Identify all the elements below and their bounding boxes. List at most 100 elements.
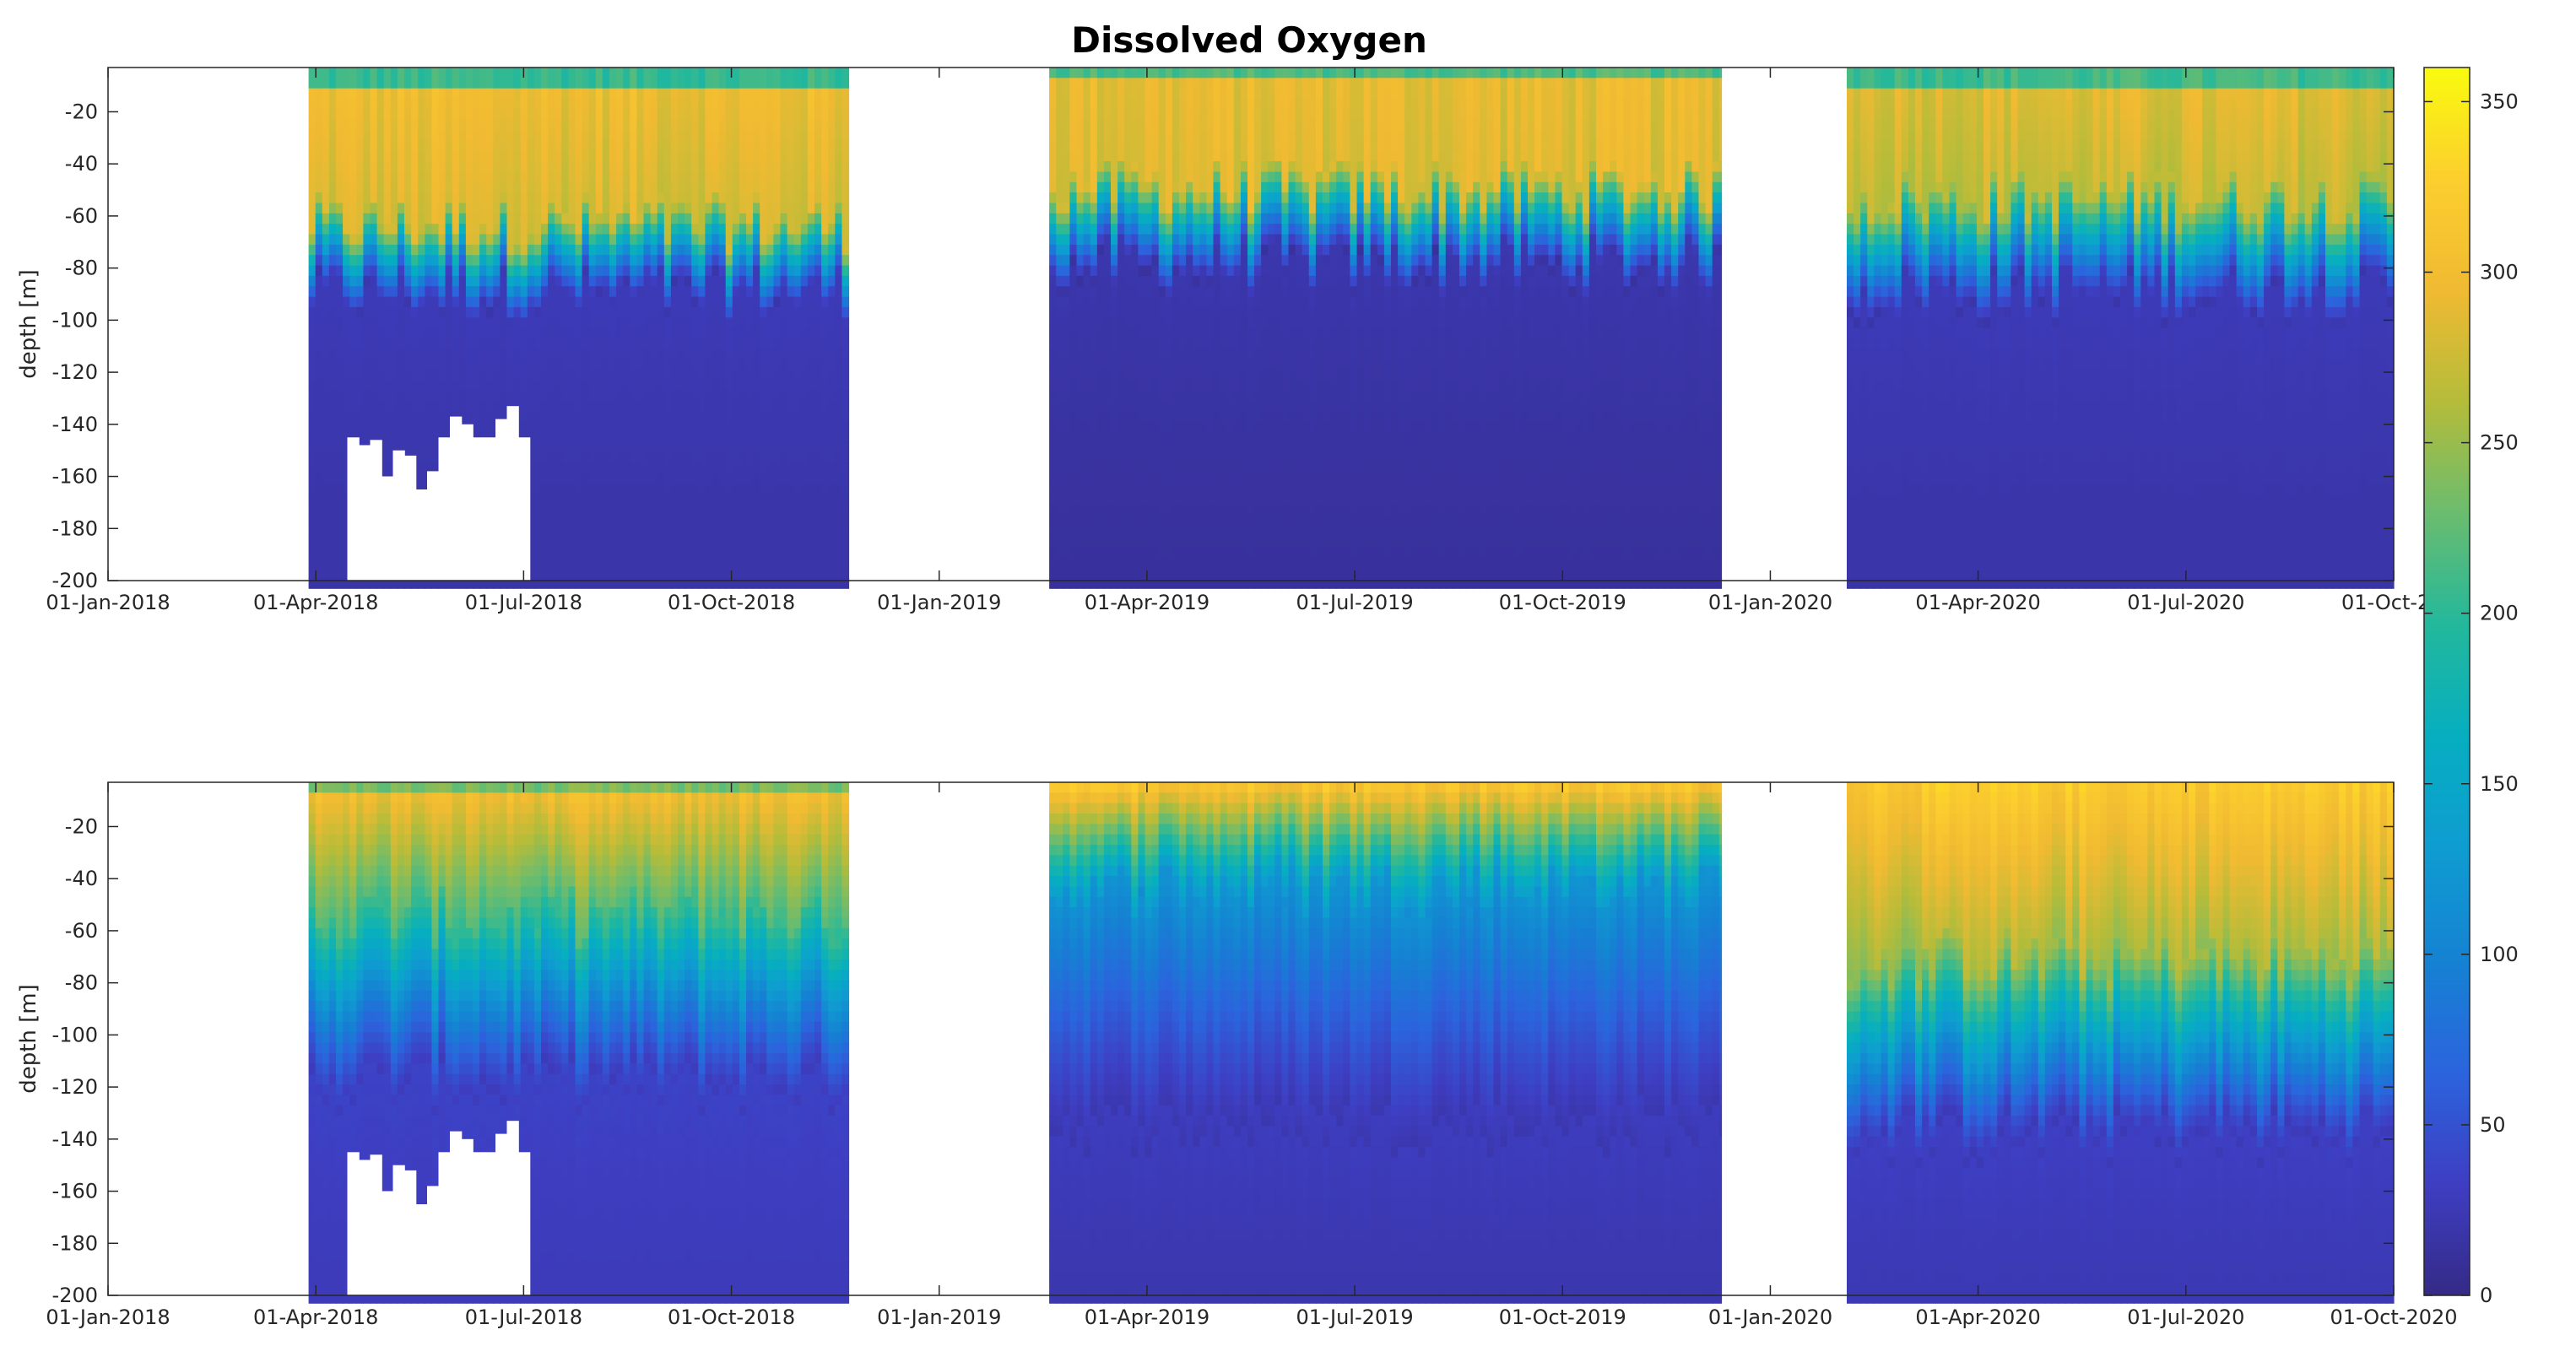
heatmap-cell [500,192,507,203]
heatmap-cell [363,89,371,100]
heatmap-cell [384,109,392,120]
heatmap-cell [322,214,330,224]
heatmap-cell [534,338,542,349]
heatmap-cell [507,140,515,151]
heatmap-cell [316,68,323,78]
heatmap-cell [329,349,337,359]
heatmap-cell [500,89,507,100]
heatmap-cell [404,317,412,328]
heatmap-cell [398,370,405,381]
heatmap-cell [377,266,385,277]
heatmap-cell [466,89,474,100]
heatmap-cell [404,130,412,141]
heatmap-cell [439,109,446,120]
heatmap-cell [336,140,344,151]
heatmap-cell [398,182,405,193]
heatmap-cell [459,276,467,287]
heatmap-cell [425,411,432,422]
heatmap-cell [343,359,350,370]
heatmap-cell [411,235,419,246]
heatmap-cell [446,297,453,308]
heatmap-cell [322,411,330,422]
heatmap-cell [377,151,385,162]
heatmap-cell [349,120,357,131]
heatmap-cell [404,266,412,277]
heatmap-cell [439,203,446,214]
heatmap-cell [363,349,371,359]
heatmap-cell [452,317,460,328]
heatmap-cell [309,557,317,568]
heatmap-cell [404,276,412,287]
heatmap-cell [486,203,494,214]
heatmap-cell [356,140,364,151]
heatmap-cell [329,391,337,402]
heatmap-cell [322,516,330,527]
heatmap-cell [329,297,337,308]
heatmap-cell [404,349,412,359]
heatmap-cell [309,307,317,318]
heatmap-cell [452,380,460,391]
heatmap-cell [377,172,385,183]
heatmap-cell [363,411,371,422]
heatmap-cell [431,297,439,308]
heatmap-cell [486,370,494,381]
heatmap-cell [336,151,344,162]
heatmap-cell [425,78,432,89]
heatmap-cell [459,130,467,141]
heatmap-cell [336,380,344,391]
heatmap-cell [384,182,392,193]
heatmap-cell [507,359,515,370]
heatmap-cell [486,214,494,224]
heatmap-cell [493,140,501,151]
heatmap-cell [534,78,542,89]
heatmap-cell [418,297,425,308]
heatmap-cell [479,370,487,381]
heatmap-cell [425,214,432,224]
heatmap-cell [459,109,467,120]
heatmap-cell [418,328,425,339]
heatmap-cell [507,130,515,141]
heatmap-cell [391,276,398,287]
heatmap-cell [418,338,425,349]
heatmap-cell [473,401,480,412]
heatmap-cell [514,338,522,349]
heatmap-cell [507,328,515,339]
heatmap-cell [377,317,385,328]
heatmap-cell [521,130,528,141]
heatmap-cell [418,286,425,297]
heatmap-cell [479,422,487,433]
heatmap-cell [446,266,453,277]
heatmap-cell [398,214,405,224]
heatmap-cell [452,349,460,359]
heatmap-cell [316,391,323,402]
heatmap-cell [479,140,487,151]
heatmap-cell [316,516,323,527]
heatmap-cell [459,120,467,131]
heatmap-cell [500,224,507,235]
heatmap-cell [528,349,535,359]
heatmap-cell [336,235,344,246]
heatmap-cell [521,161,528,172]
heatmap-cell [336,161,344,172]
heatmap-cell [425,172,432,183]
heatmap-cell [404,120,412,131]
heatmap-cell [507,349,515,359]
heatmap-cell [486,68,494,78]
heatmap-cell [514,328,522,339]
heatmap-cell [316,203,323,214]
heatmap-cell [316,235,323,246]
heatmap-cell [349,422,357,433]
heatmap-cell [418,78,425,89]
heatmap-cell [363,255,371,266]
heatmap-cell [343,224,350,235]
heatmap-cell [391,401,398,412]
heatmap-cell [398,317,405,328]
heatmap-cell [452,286,460,297]
heatmap-cell [431,89,439,100]
heatmap-cell [534,68,542,78]
heatmap-cell [466,391,474,402]
heatmap-cell [528,224,535,235]
heatmap-cell [452,255,460,266]
heatmap-cell [322,495,330,505]
heatmap-cell [336,224,344,235]
